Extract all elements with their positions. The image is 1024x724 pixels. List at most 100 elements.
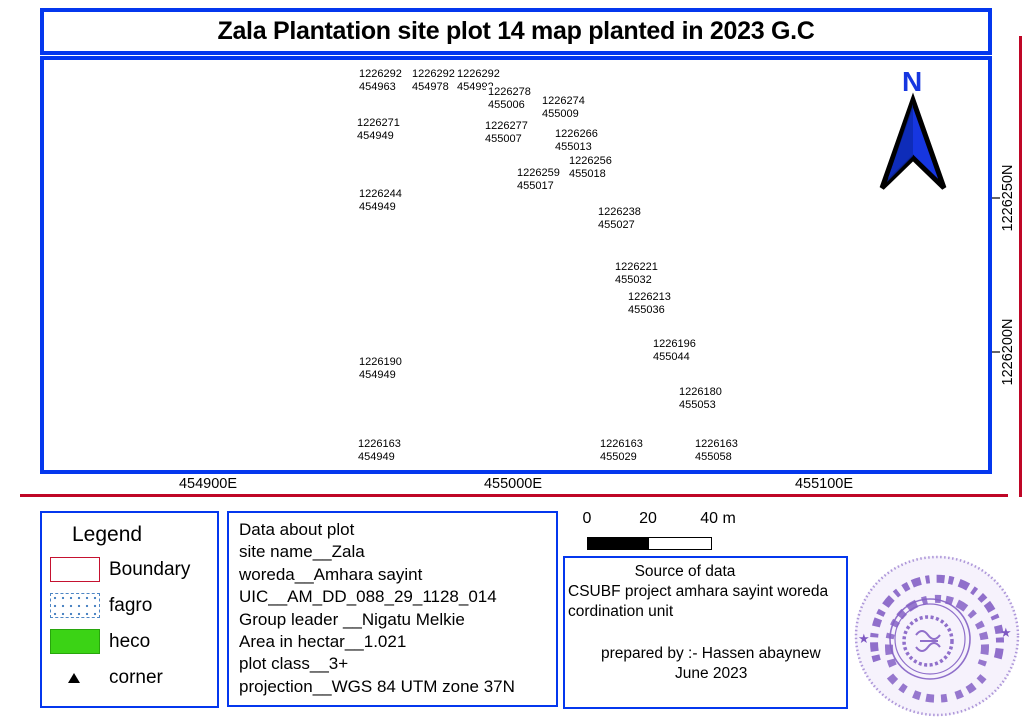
north-arrow: N: [868, 66, 958, 196]
corner-coordinate-label: 1226190 454949: [357, 356, 404, 381]
corner-coordinate-label: 1226180 455053: [677, 386, 724, 411]
northing: 1226221: [615, 261, 658, 273]
corner-coordinate-label: 1226271 454949: [355, 117, 402, 142]
corner-coordinate-label: 1226163 455029: [598, 438, 645, 463]
plot-info-line: Group leader __Nigatu Melkie: [239, 609, 465, 629]
north-arrow-icon: [879, 92, 947, 190]
legend-label: Boundary: [109, 558, 191, 580]
plot-info-line: woreda__Amhara sayint: [239, 564, 423, 584]
corner-coordinate-label: 1226292 454978: [410, 68, 457, 93]
legend-item-boundary: Boundary: [50, 556, 217, 583]
easting: 455007: [485, 132, 522, 145]
corner-coordinate-label: 1226259 455017: [515, 167, 562, 192]
stamp-star-right: ★: [1000, 625, 1012, 640]
corner-coordinate-label: 1226196 455044: [651, 338, 698, 363]
legend-swatch-heco: [50, 629, 100, 654]
legend-item-heco: heco: [50, 628, 217, 655]
corner-coordinate-label: 1226292 454963: [357, 68, 404, 93]
corner-coordinate-label: 1226163 454949: [356, 438, 403, 463]
corner-coordinate-label: 1226213 455036: [626, 291, 673, 316]
easting-axis-label: 455100E: [794, 476, 854, 492]
plot-info-line: UIC__AM_DD_088_29_1128_014: [239, 587, 497, 607]
legend-item-corner: corner: [50, 664, 217, 691]
stamp-star-left: ★: [858, 631, 870, 646]
easting: 455009: [542, 107, 579, 120]
source-prepared: prepared by :- Hassen abaynew: [601, 645, 821, 662]
northing: 1226213: [628, 291, 671, 303]
legend-item-fagro: fagro: [50, 592, 217, 619]
legend-swatch-boundary: [50, 557, 100, 582]
northing: 1226256: [569, 155, 612, 167]
northing: 1226292: [359, 68, 402, 80]
easting: 455058: [695, 450, 732, 463]
northing: 1226196: [653, 338, 696, 350]
northing: 1226190: [359, 356, 402, 368]
corner-coordinate-label: 1226221 455032: [613, 261, 660, 286]
plot-info-line: site name__Zala: [239, 542, 365, 562]
corner-coordinate-label: 1226277 455007: [483, 120, 530, 145]
scale-bar: 0 20 40 m: [575, 510, 775, 552]
northing: 1226292: [457, 68, 500, 80]
easting: 455017: [517, 179, 554, 192]
corner-coordinate-label: 1226163 455058: [693, 438, 740, 463]
map-frame: [40, 56, 992, 474]
easting: 454949: [357, 129, 394, 142]
corner-coordinate-label: 1226274 455009: [540, 95, 587, 120]
official-stamp: ★ ★: [850, 551, 1024, 723]
easting: 455029: [600, 450, 637, 463]
stamp-icon: ★ ★: [854, 555, 1020, 717]
easting-axis-label: 454900E: [178, 476, 238, 492]
scale-bar-segment-black: [587, 537, 650, 550]
north-label: N: [902, 66, 923, 97]
plot-info-line: plot class__3+: [239, 654, 349, 674]
easting: 455036: [628, 303, 665, 316]
northing-axis-label: 1226250N: [1000, 164, 1016, 232]
corner-coordinate-label: 1226238 455027: [596, 206, 643, 231]
northing: 1226292: [412, 68, 455, 80]
source-date: June 2023: [675, 665, 748, 682]
northing: 1226238: [598, 206, 641, 218]
legend-title: Legend: [72, 523, 143, 546]
source-box: Source of data CSUBF project amhara sayi…: [563, 556, 848, 709]
legend-label: heco: [109, 630, 151, 652]
red-right-border: [1019, 36, 1022, 497]
plot-info-line: Area in hectar__1.021: [239, 632, 407, 652]
scale-label-40: 40 m: [700, 510, 736, 527]
northing: 1226180: [679, 386, 722, 398]
map-title-box: Zala Plantation site plot 14 map planted…: [40, 8, 992, 55]
map-title: Zala Plantation site plot 14 map planted…: [217, 17, 815, 45]
northing: 1226266: [555, 128, 598, 140]
scale-bar-segment-white: [648, 537, 712, 550]
easting-axis-label: 455000E: [483, 476, 543, 492]
legend-label: fagro: [109, 594, 153, 616]
red-separator-line: [20, 494, 1008, 497]
corner-coordinate-label: 1226278 455006: [486, 86, 533, 111]
easting: 454949: [359, 368, 396, 381]
easting: 455018: [569, 167, 606, 180]
northing: 1226244: [359, 188, 402, 200]
plot-info-line: projection__WGS 84 UTM zone 37N: [239, 676, 515, 696]
easting: 454949: [358, 450, 395, 463]
legend-items: Boundary fagro heco corner: [42, 556, 217, 691]
corner-coordinate-label: 1226256 455018: [567, 155, 614, 180]
northing: 1226274: [542, 95, 585, 107]
northing: 1226163: [600, 438, 643, 450]
easting: 455006: [488, 98, 525, 111]
easting: 455053: [679, 398, 716, 411]
plot-info-line: Data about plot: [239, 520, 355, 539]
northing: 1226277: [485, 120, 528, 132]
corner-coordinate-label: 1226244 454949: [357, 188, 404, 213]
easting: 454949: [359, 200, 396, 213]
easting: 455044: [653, 350, 690, 363]
scale-label-0: 0: [582, 510, 592, 527]
scale-label-20: 20: [639, 510, 657, 527]
northing: 1226163: [695, 438, 738, 450]
source-title: Source of data: [634, 563, 736, 580]
easting: 455027: [598, 218, 635, 231]
northing: 1226271: [357, 117, 400, 129]
northing: 1226259: [517, 167, 560, 179]
legend-label: corner: [109, 666, 163, 688]
plot-info-box: Data about plot site name__Zala woreda__Am…: [227, 511, 558, 707]
northing: 1226278: [488, 86, 531, 98]
